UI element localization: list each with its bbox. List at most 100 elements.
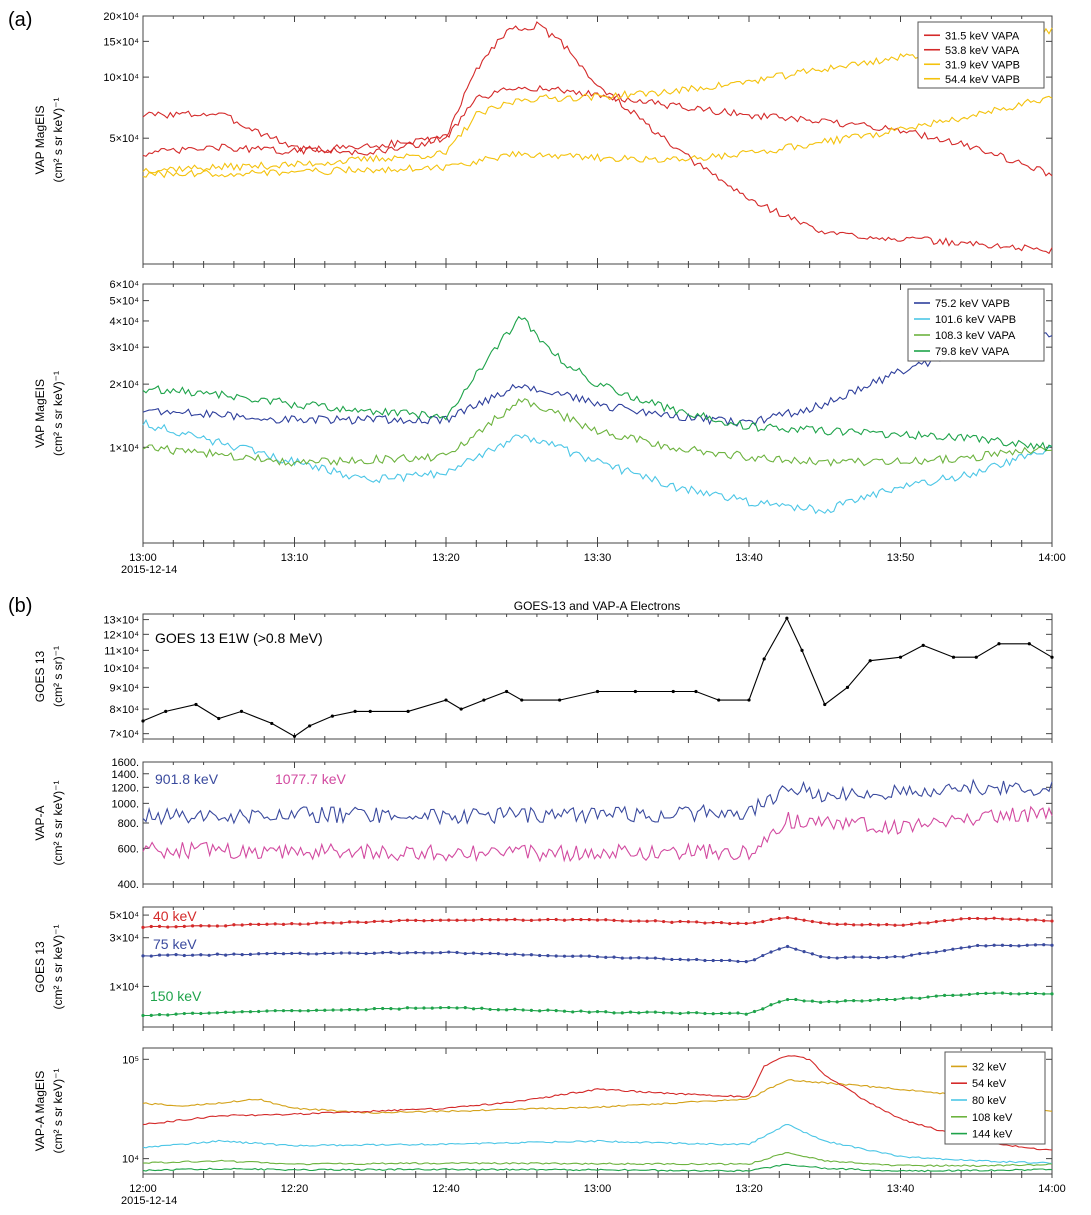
data-marker (447, 950, 451, 954)
data-marker (546, 917, 550, 922)
data-marker (248, 952, 253, 956)
data-marker (166, 953, 170, 957)
data-marker (513, 1007, 517, 1011)
data-marker (1017, 944, 1021, 948)
series-line (142, 1123, 1053, 1164)
data-marker (810, 952, 814, 956)
data-marker (918, 996, 922, 1000)
data-marker (232, 923, 236, 927)
x-tick-label: 12:40 (432, 1183, 460, 1195)
data-marker (736, 959, 740, 964)
data-marker (270, 721, 274, 726)
data-marker (604, 918, 608, 922)
y-axis-label: VAP-A (33, 805, 47, 840)
data-marker (521, 953, 525, 957)
data-marker (587, 1010, 591, 1014)
data-marker (265, 922, 269, 926)
data-marker (157, 1012, 162, 1017)
data-marker (339, 951, 343, 955)
data-marker (372, 951, 376, 955)
data-marker (248, 1010, 253, 1014)
data-marker (430, 951, 434, 955)
data-marker (695, 920, 699, 924)
data-marker (843, 922, 848, 926)
y-tick-label: 800. (118, 818, 139, 830)
data-marker (777, 1000, 781, 1004)
data-marker (513, 917, 517, 921)
data-marker (199, 953, 203, 957)
data-marker (438, 951, 443, 955)
data-marker (794, 947, 798, 951)
x-tick-label: 13:00 (129, 552, 157, 564)
data-marker (405, 1006, 410, 1010)
data-marker (868, 955, 872, 959)
data-marker (819, 1000, 823, 1004)
data-marker (662, 919, 666, 924)
data-marker (455, 918, 459, 922)
data-marker (538, 953, 542, 958)
data-marker (240, 953, 244, 957)
data-marker (1025, 943, 1029, 947)
y-tick-label: 7×10⁴ (109, 729, 139, 741)
y-axis-label: (cm² s sr keV)⁻¹ (51, 98, 65, 183)
data-marker (686, 958, 691, 962)
data-marker (265, 952, 269, 956)
data-marker (620, 956, 624, 960)
data-marker (612, 1011, 616, 1015)
data-marker (747, 698, 751, 702)
data-marker (444, 698, 448, 702)
data-marker (744, 1012, 748, 1016)
data-marker (802, 918, 806, 922)
data-marker (769, 917, 773, 922)
data-marker (459, 707, 463, 711)
data-marker (752, 921, 757, 925)
data-marker (157, 924, 162, 928)
y-tick-label: 8×10⁴ (109, 704, 139, 716)
data-marker (587, 954, 591, 958)
data-marker (505, 689, 509, 694)
data-marker (562, 1009, 567, 1013)
data-marker (595, 955, 600, 959)
data-marker (777, 916, 781, 921)
data-marker (997, 642, 1001, 646)
data-marker (595, 918, 600, 922)
data-marker (678, 1011, 682, 1016)
data-marker (703, 958, 707, 963)
data-marker (736, 1011, 740, 1015)
series-line (142, 805, 1053, 863)
data-marker (785, 944, 790, 949)
plot-frame (142, 1047, 1053, 1175)
legend-label: 31.9 keV VAPB (945, 59, 1020, 71)
data-marker (835, 922, 839, 927)
data-marker (976, 916, 980, 921)
legend-label: 54.4 keV VAPB (945, 74, 1020, 86)
data-marker (273, 951, 277, 955)
y-axis-label: (cm² s sr keV)⁻¹ (51, 371, 65, 456)
data-marker (761, 919, 765, 924)
legend-label: 79.8 keV VAPA (935, 346, 1010, 358)
data-marker (653, 919, 657, 923)
data-marker (281, 952, 286, 956)
series-line (142, 398, 1053, 467)
data-marker (488, 951, 492, 955)
data-marker (620, 1011, 624, 1015)
data-marker (364, 1008, 368, 1012)
x-tick-label: 13:10 (281, 552, 309, 564)
y-axis-label: GOES 13 (33, 941, 47, 993)
data-marker (898, 655, 903, 659)
data-marker (381, 950, 385, 955)
data-marker (513, 952, 517, 956)
data-marker (868, 922, 872, 927)
data-marker (711, 1012, 715, 1016)
data-marker (405, 918, 410, 922)
y-tick-label: 9×10⁴ (109, 682, 139, 694)
data-marker (762, 657, 766, 661)
data-marker (447, 918, 451, 922)
y-tick-label: 15×10⁴ (103, 36, 139, 48)
data-marker (744, 960, 748, 964)
data-marker (918, 921, 922, 925)
series-label: 1077.7 keV (275, 771, 346, 787)
y-axis-label: (cm² s sr keV)⁻¹ (51, 781, 65, 866)
data-marker (637, 919, 641, 923)
data-marker (794, 917, 798, 921)
